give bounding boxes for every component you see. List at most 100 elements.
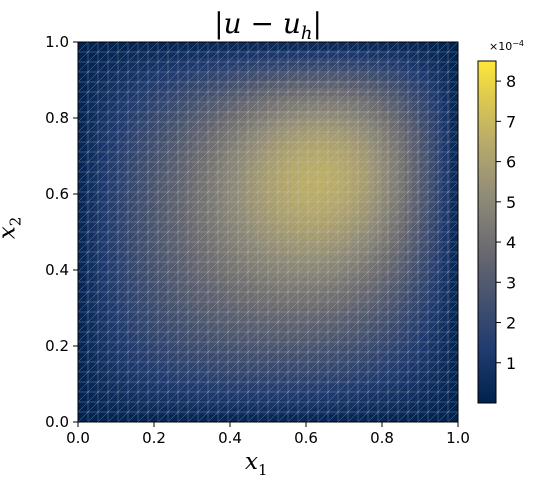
heat-cell (260, 64, 269, 73)
heat-cell (450, 376, 458, 385)
heat-cell (336, 224, 345, 233)
heat-cell (420, 133, 429, 142)
heat-cell (336, 186, 345, 195)
heat-cell (404, 171, 413, 180)
heat-cell (161, 87, 170, 96)
heat-cell (108, 171, 117, 180)
heat-cell (321, 49, 330, 58)
heat-cell (321, 232, 330, 241)
heat-cell (268, 201, 277, 210)
heat-cell (427, 133, 436, 142)
heat-cell (290, 95, 299, 104)
heat-cell (78, 209, 87, 218)
heat-cell (100, 194, 109, 203)
heat-cell (382, 57, 391, 66)
heat-cell (290, 194, 299, 203)
heat-cell (275, 110, 284, 119)
heat-cell (321, 178, 330, 187)
colorbar-tick-label: 4 (506, 233, 516, 252)
heat-cell (237, 171, 246, 180)
chart-title: |u − uh| (214, 7, 322, 44)
heat-cell (321, 247, 330, 256)
heat-cell (260, 254, 269, 263)
heat-cell (275, 277, 284, 286)
heat-cell (116, 57, 125, 66)
heat-cell (85, 72, 94, 81)
heat-cell (382, 361, 391, 370)
heat-cell (359, 376, 368, 385)
heat-cell (382, 254, 391, 263)
heat-cell (252, 414, 261, 422)
heat-cell (169, 216, 178, 225)
heat-cell (237, 323, 246, 332)
heat-cell (138, 171, 147, 180)
heat-cell (108, 368, 117, 377)
heat-cell (169, 57, 178, 66)
heat-cell (184, 262, 193, 271)
heat-cell (435, 163, 444, 172)
heat-cell (138, 57, 147, 66)
heat-cell (184, 391, 193, 400)
heat-cell (78, 171, 87, 180)
heat-cell (222, 368, 231, 377)
heat-cell (442, 72, 451, 81)
heat-cell (328, 110, 337, 119)
heat-cell (260, 163, 269, 172)
heat-cell (93, 186, 102, 195)
heat-cell (298, 224, 307, 233)
heat-cell (260, 72, 269, 81)
heat-cell (275, 95, 284, 104)
heat-cell (245, 140, 254, 149)
heat-cell (450, 224, 458, 233)
heat-cell (93, 346, 102, 355)
heat-cell (290, 216, 299, 225)
heat-cell (450, 148, 458, 157)
heat-cell (108, 300, 117, 309)
heat-cell (268, 140, 277, 149)
heat-cell (161, 57, 170, 66)
heat-cell (245, 64, 254, 73)
heat-cell (404, 87, 413, 96)
heat-cell (100, 148, 109, 157)
heat-cell (230, 270, 239, 279)
heat-cell (199, 57, 208, 66)
heat-cell (427, 201, 436, 210)
heat-cell (207, 95, 216, 104)
heat-cell (374, 95, 383, 104)
heat-cell (169, 414, 178, 422)
heat-cell (161, 384, 170, 393)
heat-cell (328, 64, 337, 73)
heat-cell (78, 346, 87, 355)
heat-cell (306, 87, 315, 96)
heat-cell (131, 270, 140, 279)
heat-cell (131, 125, 140, 134)
heat-cell (146, 87, 155, 96)
heat-cell (328, 216, 337, 225)
heat-cell (230, 163, 239, 172)
colorbar-frame (477, 60, 497, 404)
heat-cell (85, 102, 94, 111)
heat-cell (442, 338, 451, 347)
heat-cell (351, 87, 360, 96)
heat-cell (359, 368, 368, 377)
heat-cell (169, 232, 178, 241)
heat-cell (420, 361, 429, 370)
heat-cell (397, 399, 406, 408)
heat-cell (328, 315, 337, 324)
heat-cell (123, 323, 132, 332)
heat-cell (450, 399, 458, 408)
heat-cell (359, 201, 368, 210)
heat-cell (192, 163, 201, 172)
heat-cell (290, 110, 299, 119)
heat-cell (268, 232, 277, 241)
heat-cell (306, 140, 315, 149)
heat-cell (283, 216, 292, 225)
heat-cell (298, 239, 307, 248)
heat-cell (374, 254, 383, 263)
heat-cell (123, 270, 132, 279)
heat-cell (207, 323, 216, 332)
heat-cell (298, 216, 307, 225)
heat-cell (389, 224, 398, 233)
heat-cell (108, 140, 117, 149)
heat-cell (321, 156, 330, 165)
